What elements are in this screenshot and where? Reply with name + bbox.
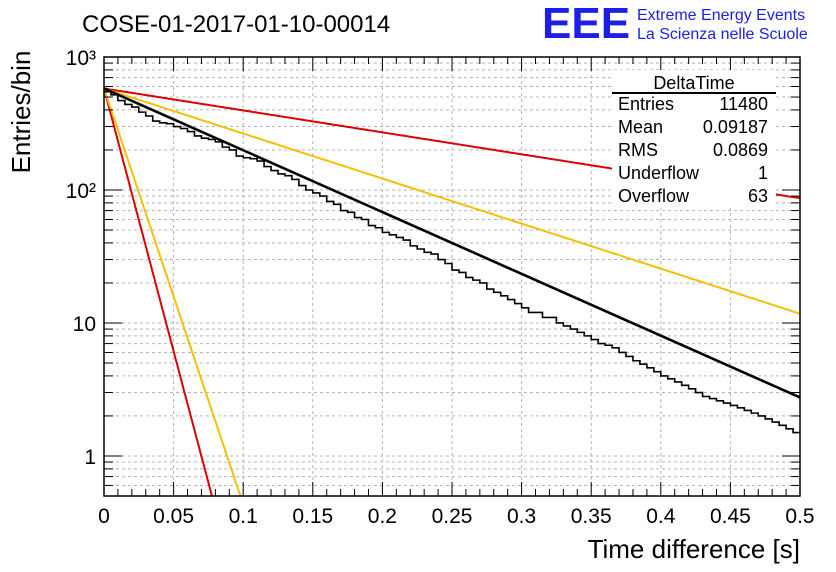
- eee-logo-line2: La Scienza nelle Scuole: [637, 26, 808, 43]
- x-tick-label: 0.2: [368, 505, 397, 528]
- stats-value: 0.0869: [713, 140, 768, 160]
- reference-curve: [103, 88, 213, 497]
- y-tick-label: 1: [84, 446, 96, 469]
- eee-logo-mark: EEE: [542, 0, 630, 48]
- x-tick-label: 0.05: [153, 505, 194, 528]
- x-tick-label: 0.4: [646, 505, 676, 528]
- reference-curve: [103, 87, 801, 315]
- stats-row: Mean 0.09187: [618, 117, 768, 137]
- x-tick-label: 0.25: [432, 505, 473, 528]
- stats-row: Overflow 63: [618, 186, 768, 206]
- stats-title: DeltaTime: [653, 73, 734, 93]
- axes: 0 0.05 0.1 0.15 0.2 0.25 0.3 0.35 0.4 0.45 0.5 1 10 1…: [66, 47, 815, 528]
- stats-label: Overflow: [618, 186, 690, 206]
- fit-line-segment: [103, 87, 801, 399]
- eee-logo: EEE Extreme Energy Events La Scienza nel…: [542, 0, 808, 48]
- x-axis-label: Time difference [s]: [588, 534, 800, 564]
- x-tick-label: 0.35: [571, 505, 612, 528]
- run-title: COSE-01-2017-01-10-00014: [82, 11, 390, 38]
- x-tick-label: 0.3: [507, 505, 536, 528]
- stats-label: Mean: [618, 117, 663, 137]
- stats-box: DeltaTime Entries 11480 Mean 0.09187 RMS…: [612, 70, 776, 208]
- stats-value: 0.09187: [703, 117, 768, 137]
- stats-row: Entries 11480: [618, 94, 768, 114]
- stats-label: Underflow: [618, 163, 700, 183]
- x-tick-label: 0.15: [292, 505, 333, 528]
- y-tick-label: 10²: [66, 180, 96, 203]
- stats-row: Underflow 1: [618, 163, 768, 183]
- stats-label: RMS: [618, 140, 658, 160]
- x-tick-label: 0.45: [710, 505, 751, 528]
- x-tick-label: 0.5: [785, 505, 814, 528]
- stats-value: 63: [748, 186, 768, 206]
- stats-row: RMS 0.0869: [618, 140, 768, 160]
- reference-curve: [103, 88, 242, 497]
- y-tick-label: 10: [73, 313, 96, 336]
- y-axis-label: Entries/bin: [6, 51, 36, 174]
- y-tick-label: 10³: [66, 47, 96, 70]
- stats-value: 1: [758, 163, 768, 183]
- reference-curves: [103, 87, 801, 497]
- eee-logo-line1: Extreme Energy Events: [637, 7, 805, 24]
- fit-line: [103, 87, 801, 399]
- stats-value: 11480: [719, 94, 768, 114]
- x-tick-label: 0: [98, 505, 110, 528]
- stats-label: Entries: [618, 94, 674, 114]
- x-tick-label: 0.1: [229, 505, 258, 528]
